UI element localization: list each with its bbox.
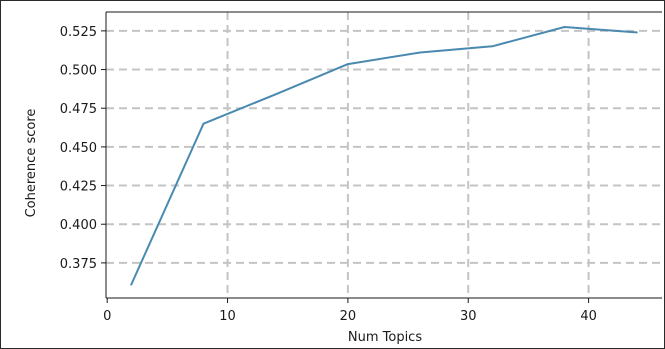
y-tick-label-0.400: 0.400 xyxy=(60,218,97,233)
x-axis-label: Num Topics xyxy=(348,330,422,345)
y-tick-label-0.525: 0.525 xyxy=(60,25,97,40)
y-tick-label-0.450: 0.450 xyxy=(60,141,97,156)
axes xyxy=(105,11,662,299)
ticks: 0 10 20 30 40 0.375 0.400 0.425 0.450 0.475 0.500 0… xyxy=(60,25,597,324)
x-tick-label-10: 10 xyxy=(219,309,236,324)
data-point-0-5 xyxy=(491,45,494,48)
data-point-0-0 xyxy=(130,283,133,286)
data-point-0-1 xyxy=(202,122,205,125)
x-tick-label-20: 20 xyxy=(340,309,357,324)
x-tick-label-0: 0 xyxy=(103,309,111,324)
data-point-0-2 xyxy=(274,93,277,96)
y-tick-label-0.375: 0.375 xyxy=(60,257,97,272)
data-point-0-4 xyxy=(419,51,421,54)
series-layer xyxy=(130,26,638,286)
y-tick-label-0.475: 0.475 xyxy=(60,102,97,117)
grid-lines xyxy=(106,12,662,298)
data-point-0-3 xyxy=(347,63,349,65)
x-tick-label-40: 40 xyxy=(580,309,597,324)
y-tick-label-0.425: 0.425 xyxy=(60,180,97,195)
x-tick-label-30: 30 xyxy=(460,309,477,324)
series-line-0 xyxy=(130,26,638,286)
data-point-0-6 xyxy=(563,26,566,28)
data-point-0-7 xyxy=(635,31,638,34)
y-tick-label-0.500: 0.500 xyxy=(60,64,97,79)
y-axis-label: Coherence score xyxy=(24,109,39,218)
